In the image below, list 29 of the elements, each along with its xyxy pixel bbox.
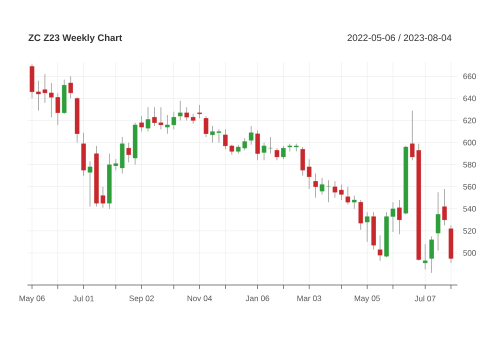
- candlestick: [248, 126, 254, 146]
- candlestick: [262, 142, 266, 161]
- candlestick: [139, 116, 144, 132]
- candlestick: [410, 110, 415, 161]
- candlestick: [281, 146, 286, 160]
- candlestick: [274, 148, 280, 161]
- candlestick: [313, 173, 318, 198]
- candlestick: [352, 195, 357, 210]
- candlestick: [429, 236, 434, 274]
- candlestick: [242, 138, 247, 151]
- candlestick: [364, 212, 370, 242]
- candlestick: [436, 192, 440, 252]
- candlestick: [88, 160, 92, 208]
- candlestick: [422, 244, 428, 270]
- candlestick: [178, 100, 183, 121]
- chart-title: ZC Z23 Weekly Chart: [28, 34, 122, 43]
- candlestick: [68, 76, 73, 99]
- candlestick: [320, 178, 324, 195]
- candlestick: [397, 200, 402, 235]
- candlestick: [358, 200, 363, 230]
- candlestick: [255, 130, 260, 161]
- candlestick: [442, 188, 447, 226]
- candlestick: [204, 116, 208, 138]
- candlestick: [146, 106, 150, 132]
- candlestick: [378, 234, 382, 262]
- candlestick: [346, 186, 350, 205]
- chart-subtitle: 2022-05-06 / 2023-08-04: [348, 34, 452, 42]
- candlestick: [197, 104, 202, 119]
- candlestick: [126, 142, 131, 163]
